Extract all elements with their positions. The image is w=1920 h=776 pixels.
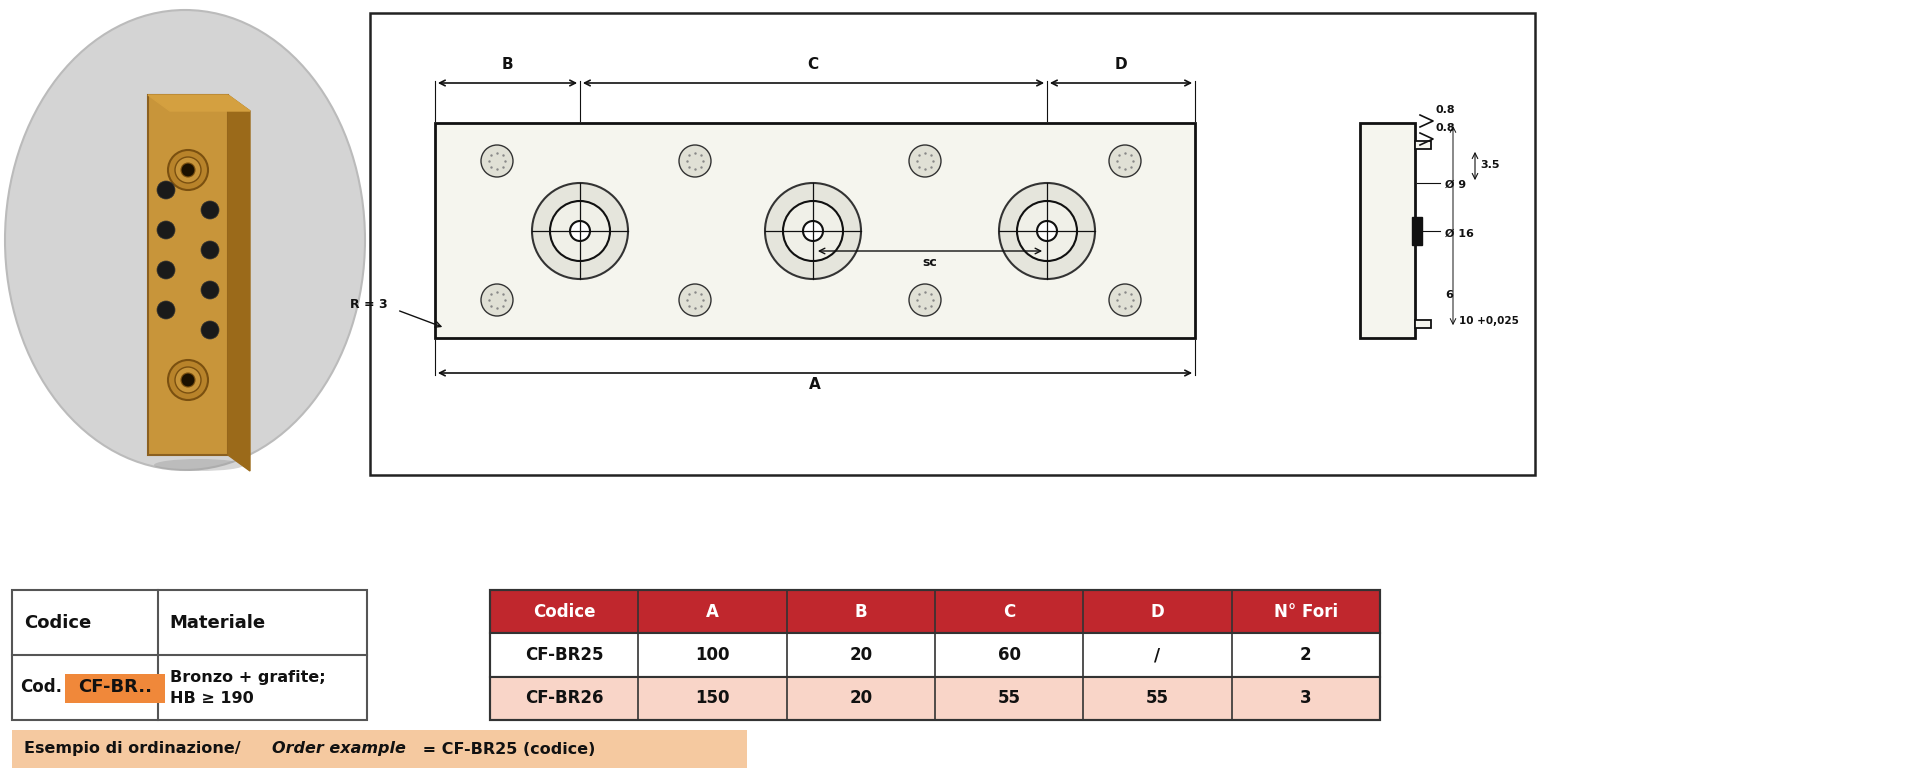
Text: B: B xyxy=(854,603,868,621)
Bar xyxy=(12,590,367,720)
Text: Esempio di ordinazione/: Esempio di ordinazione/ xyxy=(23,742,240,757)
Bar xyxy=(12,730,747,768)
Bar xyxy=(148,95,228,455)
Text: Codice: Codice xyxy=(534,603,595,621)
Text: 10 +0,025: 10 +0,025 xyxy=(1459,316,1519,326)
Circle shape xyxy=(157,221,175,239)
Circle shape xyxy=(180,373,196,387)
Text: A: A xyxy=(808,377,822,392)
Text: 6: 6 xyxy=(1446,290,1453,300)
Text: C: C xyxy=(1002,603,1016,621)
Circle shape xyxy=(908,284,941,316)
Circle shape xyxy=(680,284,710,316)
Text: Order example: Order example xyxy=(273,742,405,757)
Circle shape xyxy=(169,150,207,190)
Text: D: D xyxy=(1150,603,1164,621)
Bar xyxy=(490,677,1380,720)
Circle shape xyxy=(202,201,219,219)
Circle shape xyxy=(570,221,589,241)
Text: 3.5: 3.5 xyxy=(1480,160,1500,170)
Text: 55: 55 xyxy=(1146,689,1169,708)
Text: CF-BR25: CF-BR25 xyxy=(524,646,603,664)
Text: B: B xyxy=(501,57,513,72)
Text: N° Fori: N° Fori xyxy=(1273,603,1338,621)
Text: Ø 16: Ø 16 xyxy=(1446,229,1475,239)
Bar xyxy=(490,590,1380,633)
Text: 60: 60 xyxy=(998,646,1021,664)
Bar xyxy=(1411,217,1423,245)
Circle shape xyxy=(998,183,1094,279)
Circle shape xyxy=(1110,284,1140,316)
Circle shape xyxy=(549,201,611,261)
Polygon shape xyxy=(148,95,250,111)
Circle shape xyxy=(482,145,513,177)
Circle shape xyxy=(175,157,202,183)
Bar xyxy=(490,633,1380,677)
Text: 2: 2 xyxy=(1300,646,1311,664)
Text: CF-BR..: CF-BR.. xyxy=(79,678,152,697)
Circle shape xyxy=(680,145,710,177)
Circle shape xyxy=(157,301,175,319)
Circle shape xyxy=(202,281,219,299)
Text: D: D xyxy=(1116,57,1127,72)
Circle shape xyxy=(180,163,196,177)
Circle shape xyxy=(532,183,628,279)
Circle shape xyxy=(157,181,175,199)
Text: R = 3: R = 3 xyxy=(349,298,388,311)
Circle shape xyxy=(202,321,219,339)
Ellipse shape xyxy=(6,10,365,470)
Text: 3: 3 xyxy=(1300,689,1311,708)
Text: 20: 20 xyxy=(849,646,872,664)
Circle shape xyxy=(202,241,219,259)
Bar xyxy=(490,590,1380,720)
Text: /: / xyxy=(1154,646,1160,664)
Text: 0.8: 0.8 xyxy=(1434,123,1455,133)
Text: 150: 150 xyxy=(695,689,730,708)
Text: 100: 100 xyxy=(695,646,730,664)
Text: 20: 20 xyxy=(849,689,872,708)
Text: Materiale: Materiale xyxy=(169,614,265,632)
Text: HB ≥ 190: HB ≥ 190 xyxy=(169,691,253,706)
Circle shape xyxy=(1110,145,1140,177)
Text: Cod.: Cod. xyxy=(19,678,61,697)
Text: Ø 9: Ø 9 xyxy=(1446,180,1467,190)
Circle shape xyxy=(482,284,513,316)
Bar xyxy=(1415,320,1430,328)
Bar xyxy=(371,13,1534,475)
Circle shape xyxy=(175,367,202,393)
Circle shape xyxy=(169,360,207,400)
Text: Bronzo + grafite;: Bronzo + grafite; xyxy=(169,670,324,685)
Circle shape xyxy=(908,145,941,177)
Text: = CF-BR25 (codice): = CF-BR25 (codice) xyxy=(417,742,595,757)
Text: sc: sc xyxy=(924,256,937,269)
FancyBboxPatch shape xyxy=(65,674,165,702)
Text: 55: 55 xyxy=(998,689,1021,708)
Circle shape xyxy=(157,261,175,279)
Bar xyxy=(436,123,1194,338)
Bar xyxy=(1415,141,1430,149)
Bar xyxy=(1359,123,1415,338)
Circle shape xyxy=(764,183,860,279)
Text: A: A xyxy=(707,603,718,621)
Text: Codice: Codice xyxy=(23,614,92,632)
Circle shape xyxy=(783,201,843,261)
Text: 0.8: 0.8 xyxy=(1434,105,1455,115)
Circle shape xyxy=(1018,201,1077,261)
Polygon shape xyxy=(228,95,250,471)
Text: C: C xyxy=(808,57,818,72)
Ellipse shape xyxy=(154,459,244,471)
Circle shape xyxy=(803,221,824,241)
Circle shape xyxy=(1037,221,1058,241)
Text: CF-BR26: CF-BR26 xyxy=(524,689,603,708)
